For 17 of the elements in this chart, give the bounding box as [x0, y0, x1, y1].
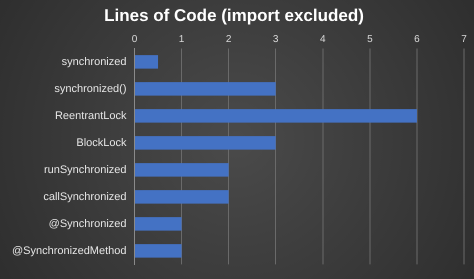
x-tick-label: 7	[461, 34, 468, 46]
chart-title: Lines of Code (import excluded)	[104, 6, 364, 25]
y-tick-label: callSynchronized	[43, 190, 127, 203]
x-tick-label: 2	[226, 34, 232, 46]
x-tick-label: 0	[132, 34, 138, 46]
y-tick-label: synchronized()	[54, 82, 127, 95]
y-tick-label: ReentrantLock	[54, 110, 127, 122]
x-tick-label: 1	[178, 34, 185, 46]
y-tick-label: runSynchronized	[44, 164, 127, 176]
x-tick-label: 6	[414, 34, 420, 46]
x-tick-label: 4	[320, 34, 326, 46]
x-tick-label: 5	[367, 34, 374, 46]
y-tick-label: synchronized	[62, 56, 127, 68]
y-tick-label: BlockLock	[76, 136, 127, 149]
x-tick-label: 3	[272, 34, 279, 46]
y-tick-label: @SynchronizedMethod	[12, 244, 127, 257]
y-tick-label: @Synchronized	[48, 218, 127, 230]
